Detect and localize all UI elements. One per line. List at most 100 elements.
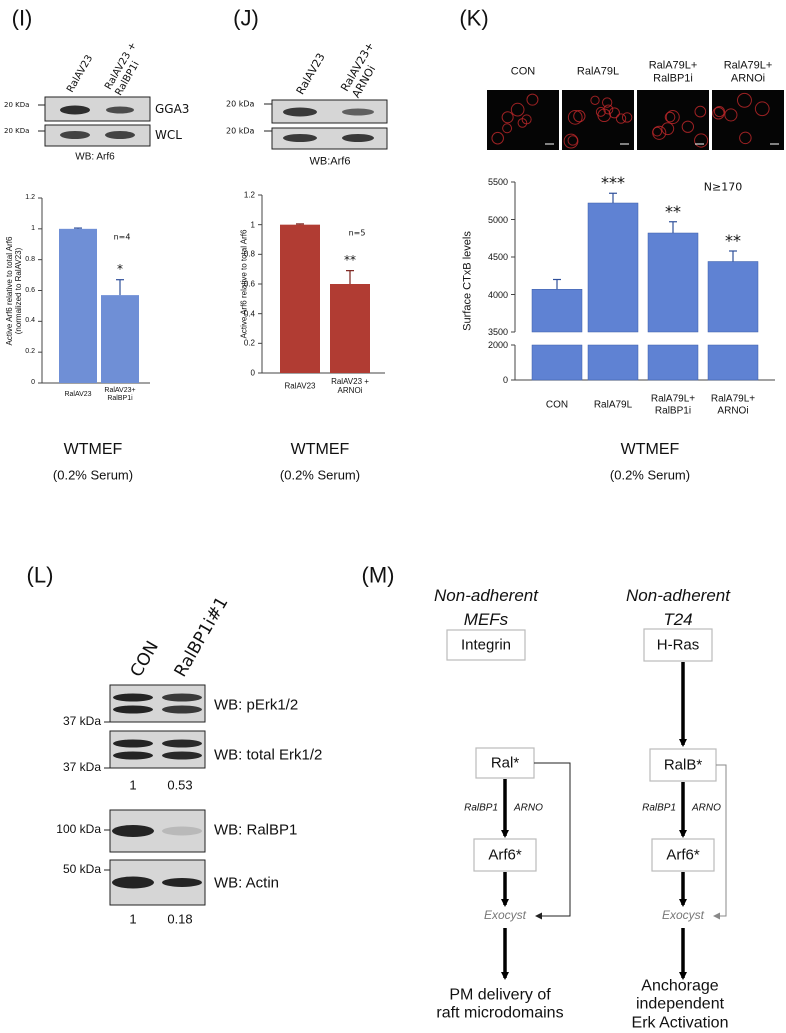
y-tick-label: 0.2 <box>243 338 255 348</box>
y-tick-label: 0 <box>250 368 255 378</box>
image-label: RalA79L <box>576 65 620 78</box>
blot-antibody: WB: Arf6 <box>75 151 115 163</box>
y-axis-label: Active Arf6 relative to total Arf6 <box>239 229 249 339</box>
node-label: Arf6* <box>488 846 522 864</box>
node-label: RalB* <box>663 756 703 774</box>
blot-row-label: WB: pErk1/2 <box>214 696 299 714</box>
blot <box>109 684 206 723</box>
blot-band <box>106 106 134 114</box>
cell <box>501 111 514 124</box>
caption-subtitle: (0.2% Serum) <box>609 467 691 483</box>
lane-label: CON <box>126 637 163 681</box>
node-box <box>649 748 717 782</box>
bar <box>280 224 320 373</box>
significance: *** <box>601 173 625 193</box>
significance: * <box>117 261 123 276</box>
y-tick-label: 1 <box>250 220 255 230</box>
cell <box>739 131 752 145</box>
n-label: n=4 <box>113 232 131 242</box>
lane-label: RalAV23+ ARNOi <box>338 39 378 100</box>
cell <box>665 110 680 125</box>
caption-title: WTMEF <box>620 440 680 458</box>
cell <box>502 123 513 134</box>
column-header: Non-adherent T24 <box>626 586 730 629</box>
blot-antibody: WB:Arf6 <box>309 155 351 168</box>
caption-subtitle: (0.2% Serum) <box>279 467 361 483</box>
blot <box>271 127 388 150</box>
image-label: CON <box>510 65 536 78</box>
bar-lower <box>647 344 699 381</box>
blot <box>271 99 388 124</box>
outcome: PM delivery of raft microdomains <box>436 986 564 1022</box>
y-tick-label: 1.2 <box>243 190 255 200</box>
blot-row-label: WB: Actin <box>214 874 280 892</box>
cell <box>712 107 725 120</box>
micrograph <box>487 90 559 150</box>
x-tick-label: CON <box>545 399 569 411</box>
blot-band <box>162 739 202 748</box>
cell <box>724 108 738 122</box>
y-tick-label: 0.6 <box>25 286 35 294</box>
y-axis-label: Active Arf6 relative to total Arf6 (norm… <box>4 236 23 345</box>
column-header: Non-adherent MEFs <box>434 586 538 629</box>
cell <box>595 106 606 117</box>
marker-label: 20 KDa <box>4 126 30 135</box>
panel-label: (K) <box>459 5 489 31</box>
bar <box>330 284 370 373</box>
significance: ** <box>344 252 356 267</box>
significance: ** <box>725 230 741 250</box>
blot-band <box>113 751 153 760</box>
panel-label: (J) <box>233 5 259 31</box>
bar-lower <box>707 344 759 381</box>
node-label: Integrin <box>460 636 512 654</box>
x-tick-label: RalA79L+ RalBP1i <box>650 393 696 417</box>
marker-label: 20 KDa <box>4 100 30 109</box>
y-tick-label: 0 <box>31 378 35 386</box>
micrograph <box>637 90 709 150</box>
blot <box>109 730 206 769</box>
blot-band <box>105 131 135 139</box>
x-tick-label: RalA79L <box>593 399 633 411</box>
cell <box>491 131 504 145</box>
blot <box>44 124 151 147</box>
blot-band <box>283 107 317 117</box>
feedback-arrow <box>534 762 571 920</box>
cell <box>664 111 676 123</box>
cell <box>661 122 675 136</box>
blot-row-label: WCL <box>155 128 182 143</box>
y-tick-label: 1 <box>31 224 35 232</box>
marker-label: 20 kDa <box>226 99 255 109</box>
blot-row-label: GGA3 <box>155 102 190 117</box>
lane-label: RalAV23 <box>65 53 96 95</box>
edge-label: RalBP1 <box>464 802 498 814</box>
blot-band <box>162 693 202 702</box>
marker-label: 100 kDa <box>56 822 101 837</box>
cell <box>597 108 611 123</box>
blot-band <box>60 131 90 139</box>
cell <box>608 107 620 119</box>
cell <box>590 95 600 105</box>
image-label: RalA79L+ RalBP1i <box>648 59 698 84</box>
blot-band <box>162 751 202 760</box>
y-tick-label: 0.4 <box>25 317 35 325</box>
y-tick-label: 4500 <box>487 251 508 262</box>
marker-label: 37 kDa <box>62 714 101 729</box>
micrograph <box>562 90 634 150</box>
y-tick-label: 3500 <box>487 326 508 337</box>
node-box <box>475 747 535 779</box>
y-tick-label: 2000 <box>487 339 508 350</box>
marker-label: 37 kDa <box>62 760 101 775</box>
micrograph <box>712 90 784 150</box>
n-label: N≥170 <box>703 180 743 194</box>
caption-title: WTMEF <box>290 440 350 458</box>
edge-label: ARNO <box>514 802 543 814</box>
cell <box>694 133 709 148</box>
node-box <box>643 628 713 662</box>
quantification: 0.18 <box>167 911 193 927</box>
marker-label: 20 kDa <box>226 126 255 136</box>
x-tick-label: RalAV23 <box>64 390 92 398</box>
quantification: 1 <box>129 777 137 793</box>
node-label: Arf6* <box>666 846 700 864</box>
cell <box>521 114 532 125</box>
cell <box>754 101 770 117</box>
